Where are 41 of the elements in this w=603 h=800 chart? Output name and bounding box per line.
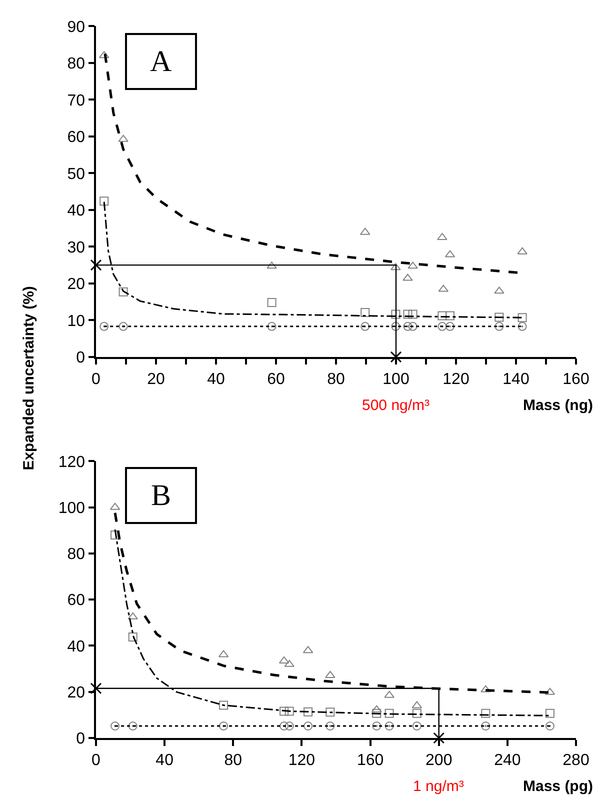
y-tick-label: 90: [67, 18, 86, 36]
x-tick-label: 120: [442, 370, 470, 388]
y-tick-label: 20: [67, 276, 86, 294]
annotation: 1 ng/m³: [413, 778, 464, 795]
y-tick-label: 80: [67, 546, 86, 564]
y-tick-label: 70: [67, 92, 86, 110]
annotation: B: [150, 479, 172, 512]
x-tick-label: 200: [426, 752, 452, 769]
x-tick-label: 100: [382, 370, 410, 388]
y-tick-label: 0: [76, 350, 86, 367]
y-tick-label: 20: [67, 684, 86, 702]
y-tick-label: 50: [67, 166, 86, 183]
x-tick-label: 40: [156, 752, 174, 769]
x-axis-title: Mass (pg): [523, 778, 594, 795]
x-tick-label: 140: [502, 370, 530, 388]
x-tick-label: 40: [207, 370, 225, 388]
y-tick-label: 10: [67, 312, 86, 330]
y-tick-label: 100: [58, 500, 86, 517]
x-tick-label: 0: [92, 752, 101, 769]
y-tick-label: 60: [67, 129, 86, 146]
x-axis-title: Mass (ng): [523, 397, 594, 414]
x-tick-label: 80: [224, 752, 242, 769]
x-tick-label: 0: [92, 370, 101, 388]
x-tick-label: 280: [562, 752, 590, 769]
x-tick-label: 80: [327, 370, 345, 388]
x-tick-label: 120: [288, 752, 316, 769]
y-tick-label: 120: [58, 454, 86, 471]
y-tick-label: 80: [67, 56, 86, 73]
x-tick-label: 160: [356, 752, 384, 769]
y-tick-label: 40: [67, 638, 86, 656]
y-axis-title: Expanded uncertainty (%): [20, 286, 38, 470]
annotation: 500 ng/m³: [362, 397, 430, 414]
y-tick-label: 0: [76, 730, 86, 748]
x-tick-label: 20: [147, 370, 165, 388]
x-tick-label: 160: [562, 370, 590, 388]
annotation: A: [150, 45, 172, 78]
y-tick-label: 60: [67, 592, 86, 610]
y-tick-label: 40: [67, 202, 86, 220]
x-tick-label: 240: [494, 752, 521, 769]
y-tick-label: 30: [67, 239, 86, 256]
x-tick-label: 60: [267, 370, 285, 388]
